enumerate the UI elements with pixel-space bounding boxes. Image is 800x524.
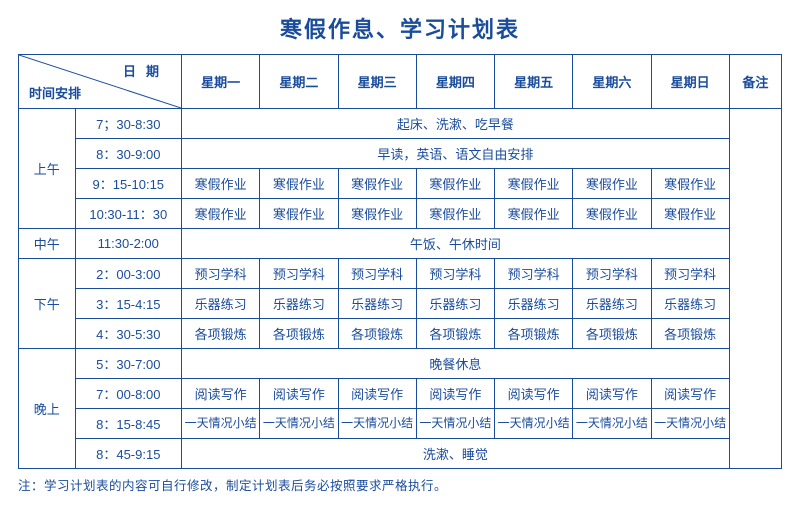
period-afternoon: 下午 (19, 259, 76, 349)
period-evening: 晚上 (19, 349, 76, 469)
time-cell: 8：15-8:45 (75, 409, 182, 439)
activity-cell: 乐器练习 (651, 289, 729, 319)
schedule-table: 日期 时间安排 星期一 星期二 星期三 星期四 星期五 星期六 星期日 备注 上… (18, 54, 782, 469)
table-row: 8：15-8:45 一天情况小结 一天情况小结 一天情况小结 一天情况小结 一天… (19, 409, 782, 439)
table-row: 10:30-11：30 寒假作业 寒假作业 寒假作业 寒假作业 寒假作业 寒假作… (19, 199, 782, 229)
footnote: 注：学习计划表的内容可自行修改，制定计划表后务必按照要求严格执行。 (18, 475, 782, 494)
header-day-1: 星期一 (182, 55, 260, 109)
header-day-3: 星期三 (338, 55, 416, 109)
activity-cell: 各项锻炼 (338, 319, 416, 349)
time-cell: 8：30-9:00 (75, 139, 182, 169)
table-row: 7：00-8:00 阅读写作 阅读写作 阅读写作 阅读写作 阅读写作 阅读写作 … (19, 379, 782, 409)
activity-cell: 寒假作业 (651, 169, 729, 199)
table-row: 下午 2：00-3:00 预习学科 预习学科 预习学科 预习学科 预习学科 预习… (19, 259, 782, 289)
time-cell: 7；30-8:30 (75, 109, 182, 139)
activity-cell: 一天情况小结 (495, 409, 573, 439)
activity-cell: 预习学科 (260, 259, 338, 289)
remark-cell (729, 109, 781, 469)
activity-cell: 各项锻炼 (651, 319, 729, 349)
activity-cell: 寒假作业 (260, 169, 338, 199)
activity-merged: 洗漱、睡觉 (182, 439, 730, 469)
activity-cell: 乐器练习 (573, 289, 651, 319)
page-title: 寒假作息、学习计划表 (18, 12, 782, 44)
activity-cell: 各项锻炼 (416, 319, 494, 349)
activity-cell: 寒假作业 (495, 199, 573, 229)
time-cell: 7：00-8:00 (75, 379, 182, 409)
table-row: 上午 7；30-8:30 起床、洗漱、吃早餐 (19, 109, 782, 139)
activity-cell: 寒假作业 (182, 199, 260, 229)
activity-merged: 早读，英语、语文自由安排 (182, 139, 730, 169)
activity-merged: 晚餐休息 (182, 349, 730, 379)
activity-cell: 寒假作业 (495, 169, 573, 199)
activity-cell: 预习学科 (416, 259, 494, 289)
header-diagonal: 日期 时间安排 (19, 55, 182, 109)
time-cell: 11:30-2:00 (75, 229, 182, 259)
time-cell: 2：00-3:00 (75, 259, 182, 289)
table-row: 中午 11:30-2:00 午饭、午休时间 (19, 229, 782, 259)
activity-cell: 乐器练习 (338, 289, 416, 319)
table-row: 3：15-4:15 乐器练习 乐器练习 乐器练习 乐器练习 乐器练习 乐器练习 … (19, 289, 782, 319)
activity-cell: 阅读写作 (338, 379, 416, 409)
table-row: 8：30-9:00 早读，英语、语文自由安排 (19, 139, 782, 169)
time-cell: 5：30-7:00 (75, 349, 182, 379)
activity-cell: 阅读写作 (651, 379, 729, 409)
activity-cell: 寒假作业 (260, 199, 338, 229)
activity-cell: 预习学科 (338, 259, 416, 289)
activity-cell: 乐器练习 (495, 289, 573, 319)
time-cell: 10:30-11：30 (75, 199, 182, 229)
activity-cell: 预习学科 (182, 259, 260, 289)
activity-cell: 预习学科 (651, 259, 729, 289)
activity-cell: 预习学科 (573, 259, 651, 289)
table-row: 8：45-9:15 洗漱、睡觉 (19, 439, 782, 469)
table-row: 4：30-5:30 各项锻炼 各项锻炼 各项锻炼 各项锻炼 各项锻炼 各项锻炼 … (19, 319, 782, 349)
activity-cell: 一天情况小结 (182, 409, 260, 439)
table-row: 9：15-10:15 寒假作业 寒假作业 寒假作业 寒假作业 寒假作业 寒假作业… (19, 169, 782, 199)
activity-cell: 寒假作业 (651, 199, 729, 229)
header-row: 日期 时间安排 星期一 星期二 星期三 星期四 星期五 星期六 星期日 备注 (19, 55, 782, 109)
activity-merged: 午饭、午休时间 (182, 229, 730, 259)
activity-cell: 寒假作业 (182, 169, 260, 199)
activity-cell: 各项锻炼 (182, 319, 260, 349)
header-remark: 备注 (729, 55, 781, 109)
activity-cell: 各项锻炼 (260, 319, 338, 349)
header-day-2: 星期二 (260, 55, 338, 109)
time-cell: 9：15-10:15 (75, 169, 182, 199)
time-cell: 4：30-5:30 (75, 319, 182, 349)
time-cell: 3：15-4:15 (75, 289, 182, 319)
activity-cell: 阅读写作 (573, 379, 651, 409)
period-noon: 中午 (19, 229, 76, 259)
activity-cell: 乐器练习 (260, 289, 338, 319)
activity-cell: 乐器练习 (182, 289, 260, 319)
activity-cell: 阅读写作 (182, 379, 260, 409)
activity-cell: 一天情况小结 (651, 409, 729, 439)
activity-cell: 阅读写作 (416, 379, 494, 409)
activity-cell: 一天情况小结 (573, 409, 651, 439)
activity-cell: 一天情况小结 (260, 409, 338, 439)
activity-cell: 阅读写作 (260, 379, 338, 409)
header-day-5: 星期五 (495, 55, 573, 109)
activity-cell: 一天情况小结 (338, 409, 416, 439)
activity-cell: 乐器练习 (416, 289, 494, 319)
header-time-label: 时间安排 (29, 83, 81, 102)
header-day-4: 星期四 (416, 55, 494, 109)
activity-cell: 寒假作业 (416, 199, 494, 229)
activity-cell: 各项锻炼 (573, 319, 651, 349)
activity-merged: 起床、洗漱、吃早餐 (182, 109, 730, 139)
period-morning: 上午 (19, 109, 76, 229)
activity-cell: 寒假作业 (338, 169, 416, 199)
activity-cell: 寒假作业 (338, 199, 416, 229)
header-day-7: 星期日 (651, 55, 729, 109)
activity-cell: 寒假作业 (573, 169, 651, 199)
time-cell: 8：45-9:15 (75, 439, 182, 469)
header-day-6: 星期六 (573, 55, 651, 109)
activity-cell: 寒假作业 (573, 199, 651, 229)
table-row: 晚上 5：30-7:00 晚餐休息 (19, 349, 782, 379)
activity-cell: 阅读写作 (495, 379, 573, 409)
activity-cell: 各项锻炼 (495, 319, 573, 349)
activity-cell: 预习学科 (495, 259, 573, 289)
activity-cell: 寒假作业 (416, 169, 494, 199)
activity-cell: 一天情况小结 (416, 409, 494, 439)
header-date-label: 日期 (123, 61, 169, 80)
